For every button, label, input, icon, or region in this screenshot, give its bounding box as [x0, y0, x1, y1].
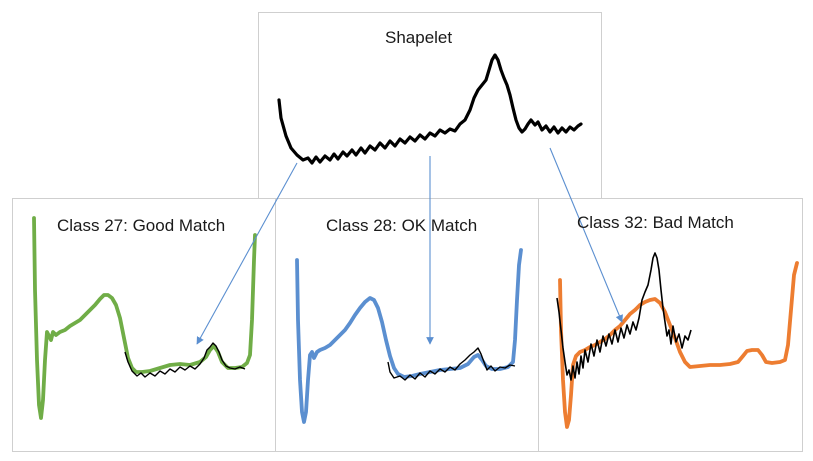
class-32-title: Class 32: Bad Match: [577, 213, 734, 232]
class-27-panel: [12, 198, 277, 452]
class-27-shapelet-overlay: [124, 342, 246, 378]
class-28-title: Class 28: OK Match: [326, 216, 478, 235]
class-32-series: [558, 261, 799, 429]
class-28-series: [295, 248, 523, 424]
arrow-to-class-27: [196, 162, 298, 345]
shapelet-series: [277, 53, 583, 165]
arrow-to-class-32: [549, 147, 623, 323]
class-32-shapelet-overlay: [556, 252, 692, 381]
class-27-series: [32, 216, 257, 420]
class-27-title: Class 27: Good Match: [57, 216, 226, 235]
class-28-panel: [275, 198, 540, 452]
shapelet-title: Shapelet: [385, 28, 453, 47]
class-28-shapelet-overlay: [387, 347, 516, 381]
